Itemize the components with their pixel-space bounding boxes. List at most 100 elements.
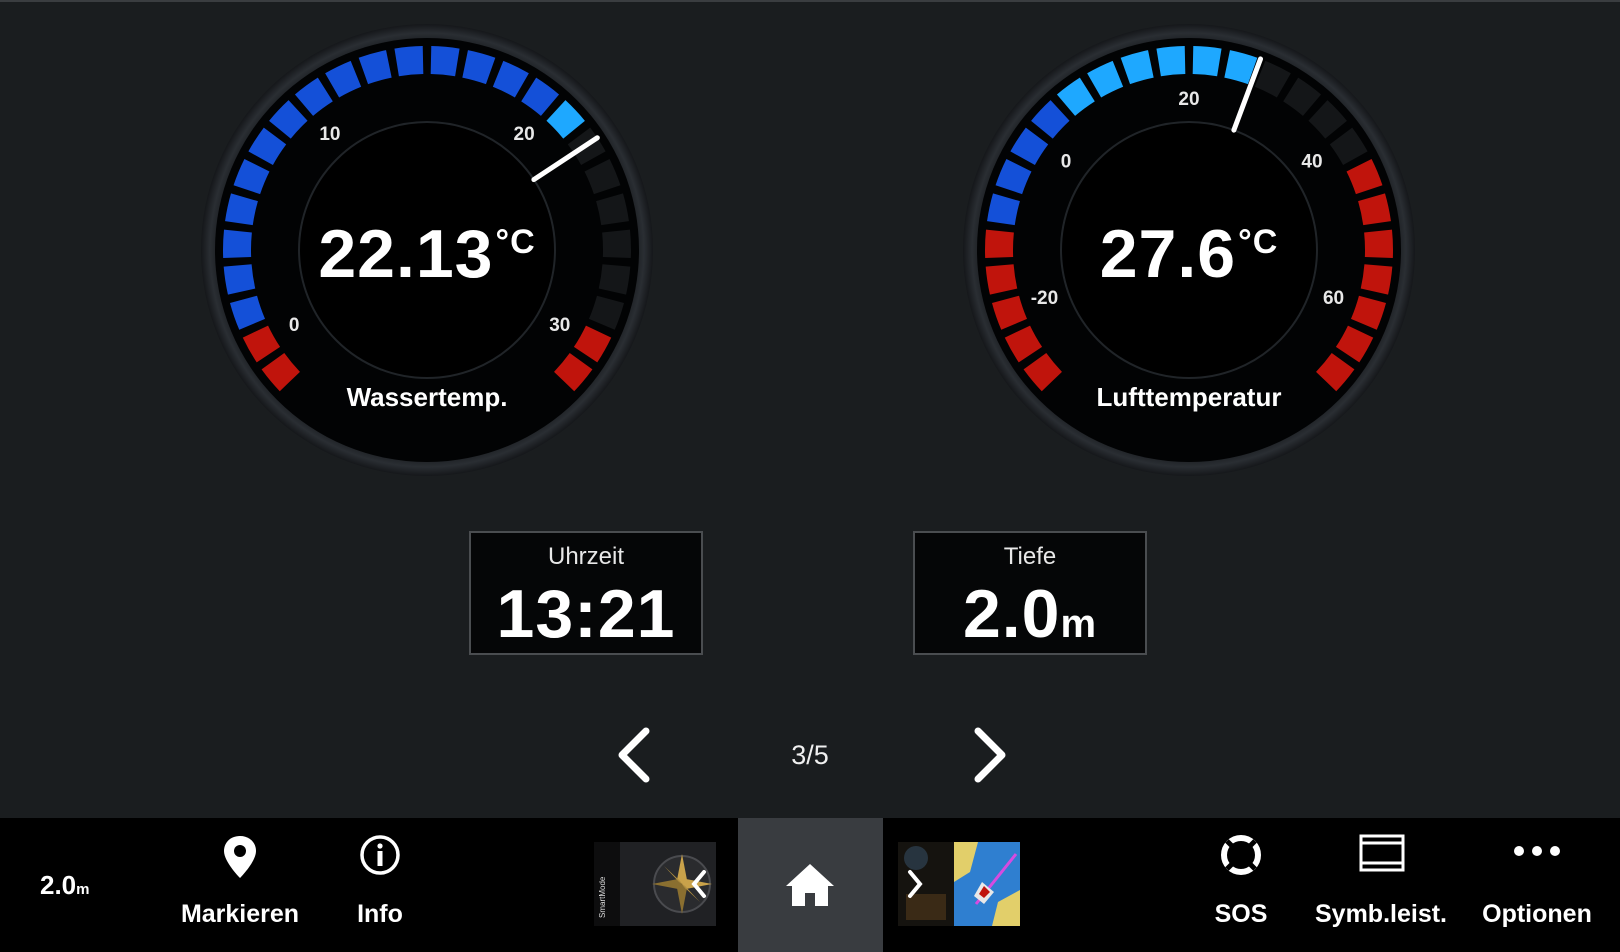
gauge-segment	[223, 264, 256, 295]
time-tile[interactable]: Uhrzeit 13:21	[469, 531, 703, 655]
gauge-segment	[492, 60, 529, 98]
chevron-right-icon	[908, 870, 923, 898]
gauge-segment	[995, 159, 1032, 195]
gauge-tick-label: 60	[1323, 288, 1344, 309]
gauge-segment	[1156, 46, 1186, 77]
gauge-segment	[602, 229, 631, 259]
top-edge-line	[0, 0, 1620, 2]
gauge-segment	[1346, 159, 1383, 195]
water-temp-gauge[interactable]: 0 10 20 30 22.13°C Wassertemp.	[197, 20, 657, 480]
gauge-tick-label: -20	[1031, 288, 1058, 309]
air-temp-value: 27.6°C	[1099, 216, 1279, 292]
home-button[interactable]	[738, 818, 883, 952]
gauge-segment	[1010, 127, 1049, 165]
info-icon	[360, 835, 400, 875]
gauge-tick-label: 30	[549, 315, 570, 336]
gauge-segment	[1358, 193, 1391, 226]
chart-app-thumbnail[interactable]	[898, 842, 1020, 926]
depth-tile-unit: m	[1060, 602, 1098, 646]
air-temp-dial: -20 0 20 40 60	[963, 24, 1415, 476]
prev-page-button[interactable]	[606, 725, 666, 785]
gauge-tick-label: 0	[289, 315, 300, 336]
gauge-segment	[588, 295, 625, 330]
gauge-segment	[462, 50, 496, 85]
gauge-segment	[985, 229, 1014, 259]
depth-tile[interactable]: Tiefe 2.0m	[913, 531, 1147, 655]
gauge-segment	[1023, 352, 1062, 392]
depth-tile-value: 2.0m	[962, 576, 1098, 652]
chevron-left-icon	[691, 870, 706, 898]
gauge-needle	[1231, 56, 1264, 133]
gauge-tick-label: 0	[1061, 152, 1072, 173]
gauge-segment	[1329, 127, 1368, 165]
gauge-segment	[1364, 229, 1393, 259]
lifebuoy-icon	[1221, 835, 1261, 875]
gauge-segment	[546, 100, 585, 139]
gauge-tick-label: 10	[319, 124, 340, 145]
depth-readout[interactable]: 2.0m	[40, 870, 90, 900]
info-button[interactable]: Info	[340, 818, 420, 952]
gauge-segment	[991, 295, 1028, 330]
gauge-segment	[394, 46, 424, 77]
map-pin-icon	[224, 836, 256, 878]
gauge-segment	[573, 325, 612, 363]
gauge-scale-segments	[985, 46, 1393, 392]
gauge-segment	[325, 60, 362, 98]
gauge-segment	[269, 100, 308, 139]
smartmode-app-thumbnail[interactable]: SmartMode	[594, 842, 716, 926]
options-button[interactable]: Optionen	[1472, 818, 1602, 952]
gauge-segment	[1224, 50, 1258, 85]
water-temp-label: Wassertemp.	[346, 382, 508, 412]
gauge-segment	[1308, 100, 1347, 139]
gauge-inner-disc	[298, 121, 556, 379]
gauge-segment	[1087, 60, 1124, 98]
gauge-segment	[521, 77, 560, 116]
gauge-segment	[1316, 352, 1355, 392]
gauge-segment	[1283, 77, 1322, 116]
gauge-segment	[430, 46, 460, 77]
gauge-segment	[229, 295, 266, 330]
gauge-tick-label: 20	[514, 124, 535, 145]
page-indicator: 3/5	[791, 740, 829, 770]
gauge-segment	[242, 325, 281, 363]
gauge-segment	[987, 193, 1020, 226]
chevron-left-icon	[618, 727, 650, 783]
options-button-label: Optionen	[1482, 900, 1592, 928]
air-temp-label: Lufttemperatur	[1096, 382, 1282, 412]
gauge-segment	[358, 50, 392, 85]
gauge-segment	[554, 352, 593, 392]
info-button-label: Info	[357, 900, 403, 928]
air-temp-unit: °C	[1238, 223, 1279, 261]
air-temp-gauge[interactable]: -20 0 20 40 60 27.6°C Lufttemperatur	[959, 20, 1419, 480]
chart-boat-icon	[898, 842, 1020, 926]
next-page-button[interactable]	[958, 725, 1018, 785]
gauge-segment	[1360, 264, 1393, 295]
water-temp-dial: 0 10 20 30	[201, 24, 653, 476]
gauge-segment	[596, 193, 629, 226]
gauge-segment	[225, 193, 258, 226]
gauge-segment	[1192, 46, 1222, 77]
gauge-segment	[248, 127, 287, 165]
compass-rose-icon	[594, 842, 716, 926]
more-dots-icon	[1514, 846, 1560, 856]
gauge-segment	[1004, 325, 1043, 363]
gauge-scale-segments	[223, 46, 631, 392]
time-tile-value: 13:21	[496, 576, 676, 652]
gauge-tick-labels: -20 0 20 40 60	[1031, 89, 1344, 309]
gauge-tick-label: 40	[1301, 152, 1322, 173]
depth-tile-label: Tiefe	[1003, 543, 1057, 570]
toolbar-button-label: Symb.leist.	[1315, 900, 1447, 928]
gauge-segment	[223, 229, 252, 259]
gauge-segment	[985, 264, 1018, 295]
sos-button[interactable]: SOS	[1196, 818, 1286, 952]
bottom-toolbar: 2.0m Markieren Info SmartMode	[0, 818, 1620, 952]
gauge-segment	[1335, 325, 1374, 363]
toolbar-button[interactable]: Symb.leist.	[1306, 818, 1456, 952]
gauge-segment	[1031, 100, 1070, 139]
mark-button-label: Markieren	[180, 900, 300, 928]
toolbar-icon	[1359, 834, 1405, 872]
sos-button-label: SOS	[1214, 900, 1268, 928]
gauge-segment	[1120, 50, 1154, 85]
gauge-segment	[1350, 295, 1387, 330]
mark-button[interactable]: Markieren	[170, 818, 310, 952]
